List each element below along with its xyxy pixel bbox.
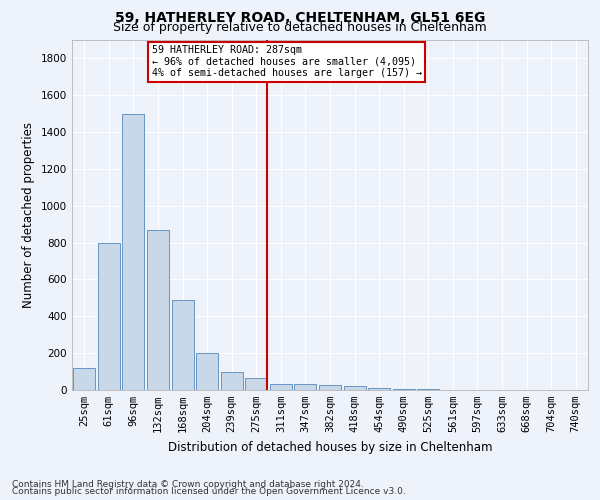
Text: Size of property relative to detached houses in Cheltenham: Size of property relative to detached ho… [113, 21, 487, 34]
Text: 59 HATHERLEY ROAD: 287sqm
← 96% of detached houses are smaller (4,095)
4% of sem: 59 HATHERLEY ROAD: 287sqm ← 96% of detac… [152, 46, 422, 78]
Text: Contains HM Land Registry data © Crown copyright and database right 2024.: Contains HM Land Registry data © Crown c… [12, 480, 364, 489]
X-axis label: Distribution of detached houses by size in Cheltenham: Distribution of detached houses by size … [168, 440, 492, 454]
Bar [319, 386, 341, 390]
Bar [295, 384, 316, 390]
Bar [172, 300, 194, 390]
Bar [196, 353, 218, 390]
Bar [270, 384, 292, 390]
Bar [392, 389, 415, 390]
Text: Contains public sector information licensed under the Open Government Licence v3: Contains public sector information licen… [12, 487, 406, 496]
Text: 59, HATHERLEY ROAD, CHELTENHAM, GL51 6EG: 59, HATHERLEY ROAD, CHELTENHAM, GL51 6EG [115, 11, 485, 25]
Bar [368, 388, 390, 390]
Bar [147, 230, 169, 390]
Bar [344, 386, 365, 390]
Bar [98, 242, 120, 390]
Bar [245, 378, 268, 390]
Bar [122, 114, 145, 390]
Bar [221, 372, 243, 390]
Y-axis label: Number of detached properties: Number of detached properties [22, 122, 35, 308]
Bar [73, 368, 95, 390]
